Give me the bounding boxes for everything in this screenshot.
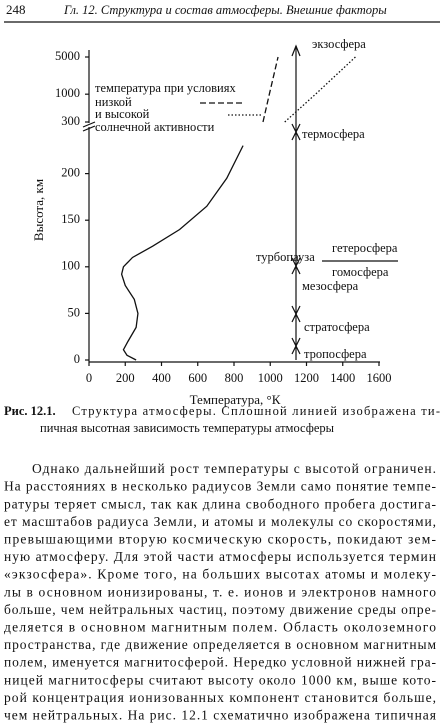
x-tick-label: 200 bbox=[116, 371, 135, 385]
y-tick-label: 0 bbox=[74, 352, 80, 366]
y-tick-label: 200 bbox=[61, 165, 80, 179]
page-number: 248 bbox=[6, 2, 26, 17]
layer-label: турбопауза bbox=[256, 250, 315, 264]
body-line: Однако дальнейший рост температуры с выс… bbox=[32, 461, 436, 476]
layer-label: термосфера bbox=[302, 127, 365, 141]
legend-note: солнечной активности bbox=[95, 120, 215, 134]
x-tick-label: 1000 bbox=[258, 371, 283, 385]
x-tick-label: 0 bbox=[86, 371, 92, 385]
body-line: чем нейтральных. На рис. 12.1 схематично… bbox=[4, 707, 436, 722]
y-tick-label: 150 bbox=[61, 212, 80, 226]
body-line: На расстояниях в несколько радиусов Земл… bbox=[4, 479, 437, 494]
layer-label: мезосфера bbox=[302, 279, 359, 293]
body-line: полем, именуется магнитосферой. Нередко … bbox=[4, 655, 437, 670]
series-line bbox=[262, 56, 279, 123]
running-title: Гл. 12. Структура и состав атмосферы. Вн… bbox=[63, 3, 387, 17]
legend-label: низкой bbox=[95, 95, 132, 109]
body-line: ницей магнитосферы считают высоту около … bbox=[4, 672, 437, 687]
x-tick-label: 1400 bbox=[330, 371, 355, 385]
legend-title: температура при условиях bbox=[95, 81, 236, 95]
series-line bbox=[284, 56, 356, 123]
y-tick-label: 100 bbox=[61, 259, 80, 273]
body-line: превышающими вторую космическую скорость… bbox=[4, 531, 437, 546]
body-line: «экзосфера». Кроме того, на больших высо… bbox=[4, 567, 437, 582]
layer-label: гомосфера bbox=[332, 265, 389, 279]
body-line: деляется в основном магнитным полем. Обл… bbox=[4, 619, 436, 634]
x-tick-label: 800 bbox=[225, 371, 244, 385]
body-line: больше, чем нейтральных частиц, поэтому … bbox=[4, 602, 437, 617]
caption-line: пичная высотная зависимость температуры … bbox=[40, 421, 335, 435]
y-axis-label: Высота, км bbox=[31, 179, 46, 241]
y2-tick-label: 5000 bbox=[55, 49, 80, 63]
axis-break bbox=[82, 121, 96, 132]
body-line: ратуры теряет смысл, так как длина свобо… bbox=[4, 496, 437, 511]
y2-tick-label: 300 bbox=[61, 114, 80, 128]
body-line: пространства, где движение определяется … bbox=[4, 637, 436, 652]
series-line bbox=[120, 145, 244, 361]
x-tick-label: 600 bbox=[188, 371, 207, 385]
x-tick-label: 1200 bbox=[294, 371, 319, 385]
caption-line: Структура атмосферы. Сплошной линией изо… bbox=[72, 404, 440, 418]
layer-label: экзосфера bbox=[312, 37, 366, 51]
caption-label: Рис. 12.1. bbox=[4, 404, 56, 418]
x-tick-label: 1600 bbox=[367, 371, 392, 385]
legend-label: и высокой bbox=[95, 107, 150, 121]
body-line: ную атмосферу. Для этой части атмосферы … bbox=[4, 549, 436, 564]
body-line: ет масштабов радиуса Земли, и атомы и мо… bbox=[4, 514, 436, 529]
y2-tick-label: 1000 bbox=[55, 86, 80, 100]
body-line: рой концентрация ионизованных компонент … bbox=[4, 690, 436, 705]
y-tick-label: 50 bbox=[68, 305, 81, 319]
layer-label: стратосфера bbox=[304, 320, 370, 334]
layer-label: гетеросфера bbox=[332, 241, 398, 255]
layer-label: тропосфера bbox=[304, 347, 367, 361]
x-tick-label: 400 bbox=[152, 371, 171, 385]
layer-arrows bbox=[291, 44, 301, 355]
x-axis-label: Температура, °К bbox=[190, 392, 281, 407]
body-line: лы в основном ионизированы, т. е. ионов … bbox=[4, 584, 436, 599]
